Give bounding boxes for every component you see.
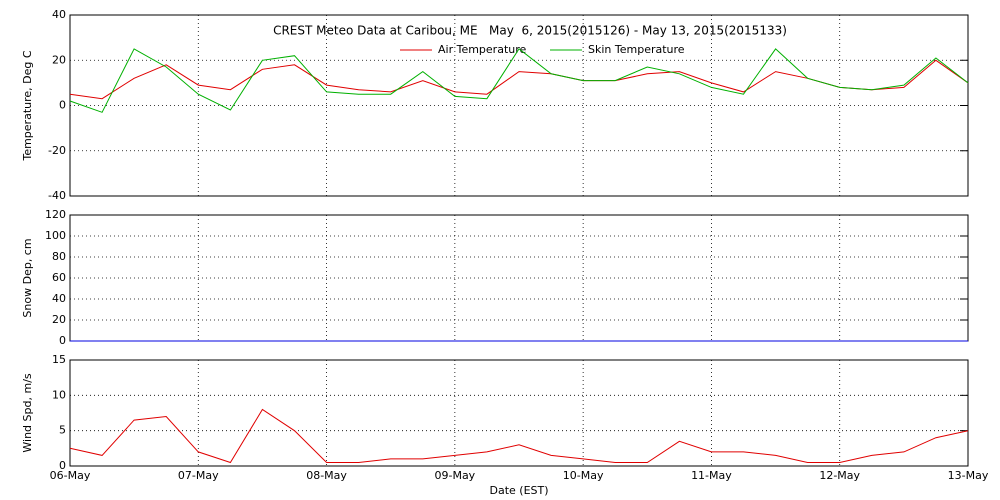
y-tick-label: 15 [52, 353, 66, 366]
y-tick-label: -40 [48, 189, 66, 202]
y-tick-label: 100 [45, 229, 66, 242]
y-tick-label: 10 [52, 388, 66, 401]
y-tick-label: 5 [59, 424, 66, 437]
y-tick-label: 120 [45, 208, 66, 221]
y-tick-label: 0 [59, 334, 66, 347]
legend-label: Skin Temperature [588, 43, 685, 56]
x-tick-label: 10-May [563, 469, 604, 482]
y-axis-label: Temperature, Deg C [21, 50, 34, 161]
y-tick-label: -20 [48, 144, 66, 157]
x-tick-label: 09-May [434, 469, 475, 482]
plot-frame [69, 359, 969, 467]
series-line [69, 59, 969, 100]
y-tick-label: 0 [59, 99, 66, 112]
y-tick-label: 60 [52, 271, 66, 284]
y-tick-label: 40 [52, 8, 66, 21]
y-tick-label: 20 [52, 313, 66, 326]
series-line [69, 48, 969, 113]
x-tick-label: 07-May [178, 469, 219, 482]
x-axis-label: Date (EST) [489, 484, 548, 497]
chart-title: CREST Meteo Data at Caribou, ME May 6, 2… [273, 24, 787, 38]
x-tick-label: 12-May [819, 469, 860, 482]
y-tick-label: 80 [52, 250, 66, 263]
x-tick-label: 13-May [948, 469, 989, 482]
x-tick-label: 11-May [691, 469, 732, 482]
y-tick-label: 40 [52, 292, 66, 305]
legend-label: Air Temperature [438, 43, 527, 56]
series-line [69, 408, 969, 464]
y-axis-label: Wind Spd, m/s [21, 373, 34, 453]
y-axis-label: Snow Dep, cm [21, 238, 34, 317]
x-tick-label: 06-May [50, 469, 91, 482]
x-tick-label: 08-May [306, 469, 347, 482]
y-tick-label: 0 [59, 459, 66, 472]
y-tick-label: 20 [52, 53, 66, 66]
